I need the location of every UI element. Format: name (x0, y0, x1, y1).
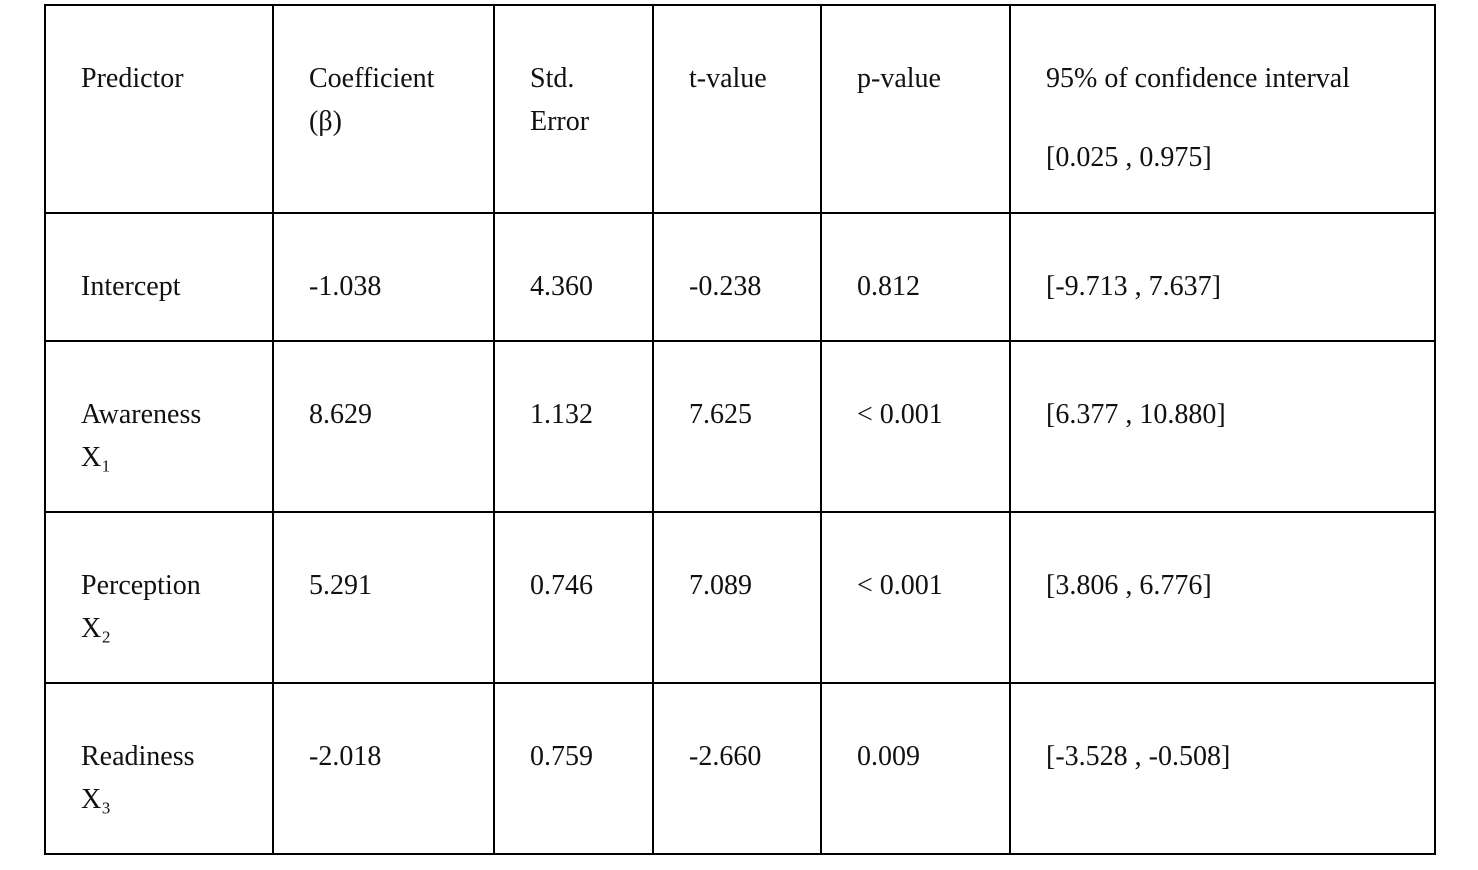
value-cell: [-3.528 , -0.508] (1009, 682, 1436, 855)
value-cell: 0.746 (493, 511, 654, 684)
predictor-cell: Intercept (44, 212, 274, 342)
value-cell: 0.009 (820, 682, 1011, 855)
value-cell: 0.812 (820, 212, 1011, 342)
header-row: Predictor Coefficient (β) Std. Error t-valu… (44, 4, 1436, 214)
value-cell: [3.806 , 6.776] (1009, 511, 1436, 684)
value-cell: 8.629 (272, 340, 495, 513)
header-cell: Coefficient (β) (272, 4, 495, 214)
header-cell: Std. Error (493, 4, 654, 214)
predictor-variable: X₃ (81, 784, 111, 815)
header-text: Std. Error (530, 63, 590, 137)
value-cell: [6.377 , 10.880] (1009, 340, 1436, 513)
predictor-variable: X₂ (81, 613, 111, 644)
data-row: Awareness X₁ 8.629 1.132 7.625 < 0.001 [6.377 … (44, 340, 1436, 513)
value-cell: < 0.001 (820, 511, 1011, 684)
value-cell: 5.291 (272, 511, 495, 684)
header-text: Predictor (81, 63, 184, 94)
value-cell: [-9.713 , 7.637] (1009, 212, 1436, 342)
value-cell: -1.038 (272, 212, 495, 342)
predictor-name: Readiness (81, 741, 195, 772)
value-cell: 1.132 (493, 340, 654, 513)
data-row: Readiness X₃ -2.018 0.759 -2.660 0.009 [-3.528… (44, 682, 1436, 855)
predictor-cell: Readiness X₃ (44, 682, 274, 855)
header-text: Coefficient (β) (309, 63, 435, 137)
ci-range: [0.025 , 0.975] (1046, 142, 1212, 173)
value-cell: -2.660 (652, 682, 822, 855)
regression-table: Predictor Coefficient (β) Std. Error t-valu… (44, 4, 1436, 855)
predictor-cell: Perception X₂ (44, 511, 274, 684)
data-row: Intercept -1.038 4.360 -0.238 0.812 [-9.713 ,… (44, 212, 1436, 342)
value-cell: 4.360 (493, 212, 654, 342)
value-cell: < 0.001 (820, 340, 1011, 513)
header-cell: Predictor (44, 4, 274, 214)
predictor-name: Perception (81, 570, 201, 601)
value-cell: -0.238 (652, 212, 822, 342)
value-cell: 0.759 (493, 682, 654, 855)
header-cell: 95% of confidence interval [0.025 , 0.975… (1009, 4, 1436, 214)
header-text: p-value (857, 63, 941, 94)
value-cell: 7.625 (652, 340, 822, 513)
header-text: t-value (689, 63, 767, 94)
predictor-cell: Awareness X₁ (44, 340, 274, 513)
predictor-name: Awareness (81, 399, 202, 430)
header-text: 95% of confidence interval (1046, 63, 1350, 94)
value-cell: -2.018 (272, 682, 495, 855)
data-row: Perception X₂ 5.291 0.746 7.089 < 0.001 [3.806… (44, 511, 1436, 684)
predictor-name: Intercept (81, 271, 181, 302)
header-cell: t-value (652, 4, 822, 214)
header-cell: p-value (820, 4, 1011, 214)
predictor-variable: X₁ (81, 442, 111, 473)
value-cell: 7.089 (652, 511, 822, 684)
